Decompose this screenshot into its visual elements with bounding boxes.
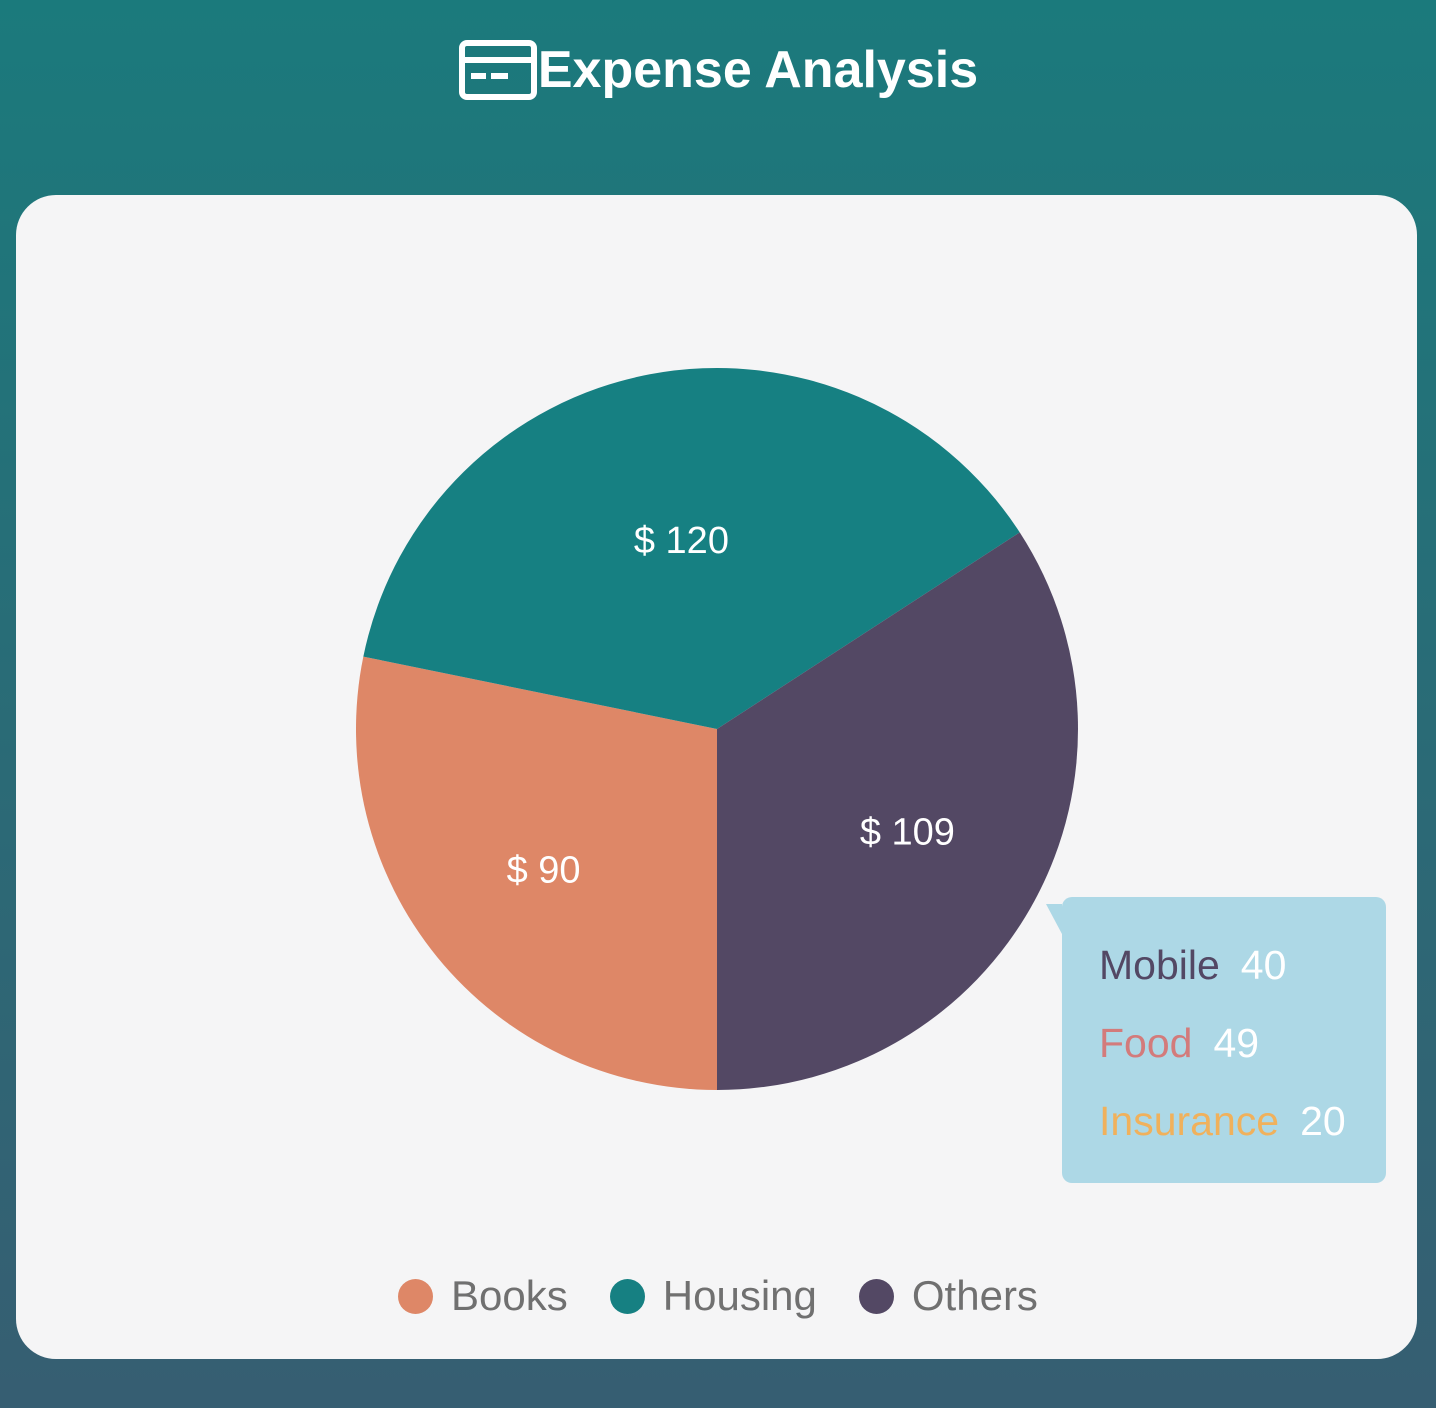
slice-label-books: $ 90 (507, 850, 581, 892)
slice-label-housing: $ 120 (634, 520, 729, 562)
slice-books[interactable] (356, 656, 717, 1090)
legend-swatch (858, 1278, 894, 1314)
legend-label: Others (911, 1272, 1038, 1319)
tooltip-name: Insurance (1099, 1098, 1280, 1144)
slice-others[interactable] (717, 532, 1078, 1090)
legend-label: Housing (662, 1272, 817, 1319)
legend-item-books[interactable]: Books (398, 1272, 568, 1320)
tooltip-name: Mobile (1099, 942, 1220, 988)
tooltip-value: 40 (1240, 942, 1287, 988)
tooltip-row-food: Food 49 (1099, 1019, 1259, 1067)
legend: Books Housing Others (0, 1270, 1436, 1322)
legend-label: Books (451, 1272, 568, 1319)
legend-item-housing[interactable]: Housing (609, 1272, 817, 1320)
slice-housing[interactable] (363, 368, 1020, 729)
legend-swatch (398, 1278, 434, 1314)
tooltip-name: Food (1099, 1020, 1193, 1066)
tooltip-row-insurance: Insurance 20 (1099, 1097, 1346, 1145)
tooltip: Mobile 40 Food 49 Insurance 20 (1046, 897, 1386, 1183)
credit-card-icon (458, 40, 537, 100)
header: Expense Analysis (0, 28, 1436, 112)
tooltip-value: 20 (1300, 1098, 1346, 1144)
page-title: Expense Analysis (537, 41, 979, 99)
tooltip-pointer (1046, 904, 1062, 934)
tooltip-row-mobile: Mobile 40 (1099, 941, 1286, 989)
legend-item-others[interactable]: Others (858, 1272, 1038, 1320)
slice-label-others: $ 109 (860, 811, 955, 853)
legend-swatch (609, 1278, 645, 1314)
tooltip-value: 49 (1213, 1020, 1260, 1066)
